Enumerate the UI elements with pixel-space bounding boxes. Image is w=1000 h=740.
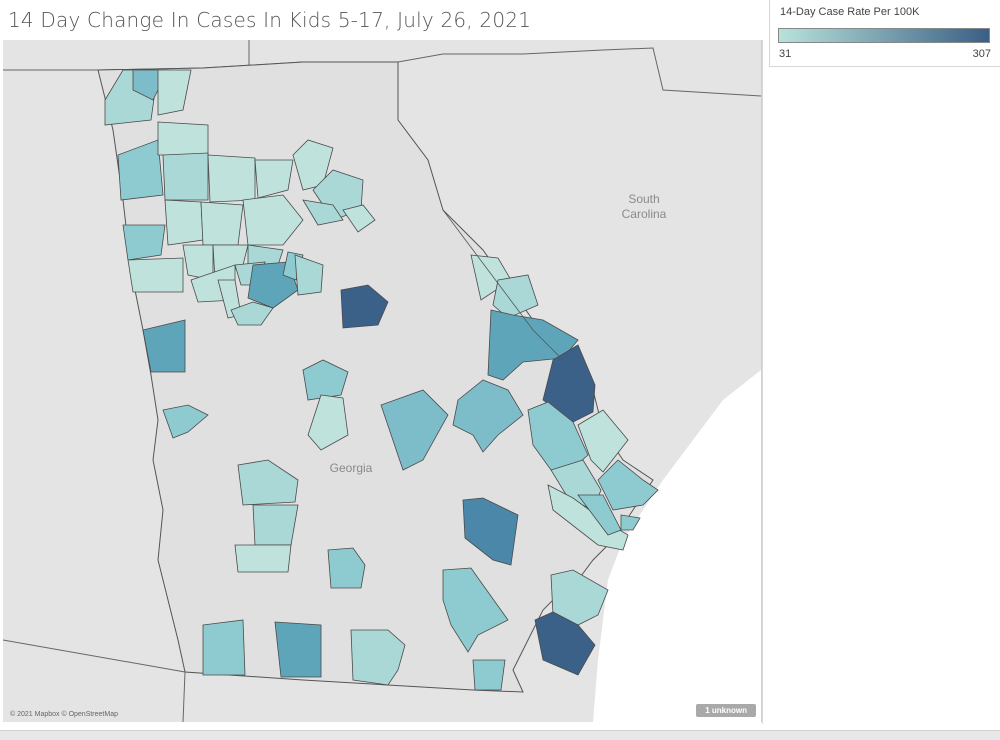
panel-divider xyxy=(762,40,763,724)
county[interactable] xyxy=(294,254,324,296)
county[interactable] xyxy=(162,404,209,439)
county[interactable] xyxy=(380,389,449,471)
legend-title: 14-Day Case Rate Per 100K xyxy=(780,6,920,18)
county[interactable] xyxy=(472,659,506,691)
county[interactable] xyxy=(254,159,294,199)
county[interactable] xyxy=(307,394,349,451)
map-view[interactable]: Georgia South Carolina © 2021 Mapbox © O… xyxy=(3,40,762,722)
county[interactable] xyxy=(620,514,641,531)
county[interactable] xyxy=(162,152,209,201)
county[interactable] xyxy=(292,139,334,191)
county[interactable] xyxy=(142,319,186,373)
map-canvas[interactable]: Georgia South Carolina xyxy=(3,40,761,722)
color-legend: 14-Day Case Rate Per 100K 31 307 xyxy=(769,0,1000,67)
unknown-badge[interactable]: 1 unknown xyxy=(696,704,756,717)
county[interactable] xyxy=(350,629,406,686)
bottom-bar xyxy=(0,730,1000,740)
ocean xyxy=(593,370,761,722)
county[interactable] xyxy=(242,194,304,246)
county[interactable] xyxy=(252,504,299,546)
county[interactable] xyxy=(597,459,659,511)
county[interactable] xyxy=(127,257,184,293)
county[interactable] xyxy=(237,459,299,506)
county[interactable] xyxy=(274,621,322,678)
county[interactable] xyxy=(340,284,389,329)
neighbor-label-line1: South xyxy=(628,192,659,206)
county[interactable] xyxy=(157,69,192,116)
neighbor-label-line2: Carolina xyxy=(622,207,667,221)
county[interactable] xyxy=(202,619,246,676)
county[interactable] xyxy=(157,121,209,156)
county[interactable] xyxy=(302,199,344,226)
county[interactable] xyxy=(442,567,509,653)
county[interactable] xyxy=(342,204,376,233)
county[interactable] xyxy=(577,409,629,473)
county[interactable] xyxy=(542,344,596,423)
county[interactable] xyxy=(230,301,274,326)
county[interactable] xyxy=(164,199,204,246)
county[interactable] xyxy=(117,139,164,201)
state-border-fl xyxy=(182,671,186,722)
county[interactable] xyxy=(462,497,519,566)
legend-min: 31 xyxy=(779,48,792,60)
county[interactable] xyxy=(200,201,244,246)
legend-gradient-bar xyxy=(778,28,990,43)
county[interactable] xyxy=(207,154,256,203)
county[interactable] xyxy=(492,274,539,319)
page-title: 14 Day Change In Cases In Kids 5-17, Jul… xyxy=(8,8,532,32)
county[interactable] xyxy=(122,224,166,261)
river xyxy=(442,209,564,361)
state-border-nc xyxy=(397,47,761,97)
legend-max: 307 xyxy=(972,48,991,60)
county[interactable] xyxy=(534,611,596,676)
county[interactable] xyxy=(302,359,349,401)
county[interactable] xyxy=(234,544,292,573)
county[interactable] xyxy=(452,379,524,453)
county-layer[interactable] xyxy=(104,69,659,691)
county[interactable] xyxy=(327,547,366,589)
state-border-al xyxy=(3,639,186,673)
state-label: Georgia xyxy=(330,461,373,475)
map-credit[interactable]: © 2021 Mapbox © OpenStreetMap xyxy=(10,711,118,718)
